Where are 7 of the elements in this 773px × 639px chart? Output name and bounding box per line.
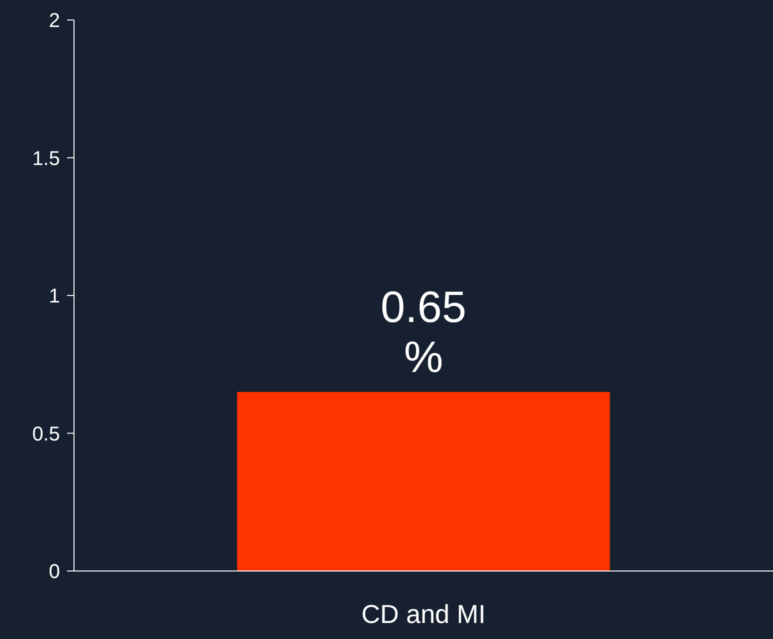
y-tick-label: 1 <box>48 286 60 308</box>
y-tick-label: 1.5 <box>32 148 60 170</box>
x-tick-label: CD and MI <box>361 599 486 629</box>
data-label: 0.65 % <box>380 282 466 382</box>
y-tick-label: 0 <box>48 561 60 583</box>
y-tick-label: 2 <box>48 10 60 32</box>
y-tick-label: 0.5 <box>32 423 60 446</box>
